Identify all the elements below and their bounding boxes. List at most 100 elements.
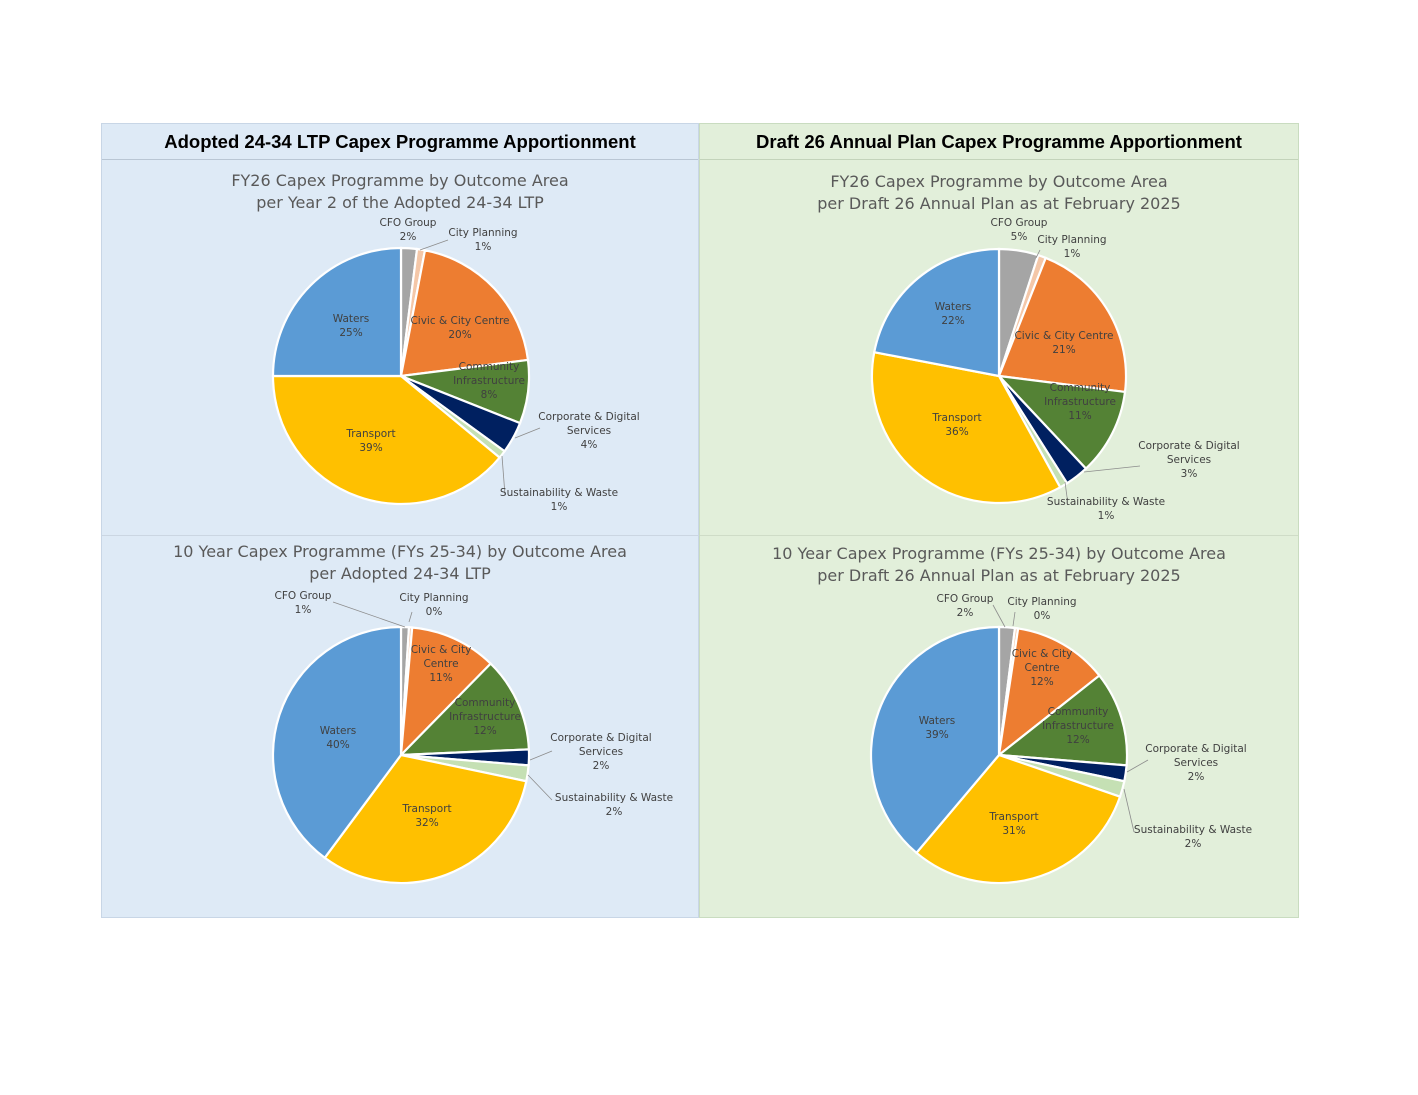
slice-name: City Planning [448,227,517,239]
slice-percent: 25% [339,327,362,339]
slice-percent: 1% [295,604,312,616]
slice-percent: 1% [551,501,568,513]
leader-line [1012,611,1016,627]
slice-name: City Planning [1007,596,1076,608]
pie-slice-waters [872,247,1001,378]
leader-line [527,774,553,801]
slice-percent: 39% [359,442,382,454]
pie-slice-civic-and-city-centre [997,256,1128,394]
slice-label-community-infrastructure: Community Infrastructure 12% [1042,706,1114,746]
leader-line [1126,759,1149,773]
pie-slice-waters [271,246,403,378]
slice-name: City Planning [1037,234,1106,246]
slice-name: City Planning [399,592,468,604]
slice-name: Sustainability & Waste [1134,824,1252,836]
slice-label-corporate-and-digital-services: Corporate & Digital Services 2% [1145,743,1246,783]
chart-title-line-1: 10 Year Capex Programme (FYs 25-34) by O… [173,542,627,561]
pie-slice-community-infrastructure [398,662,531,757]
slice-percent: 2% [1185,838,1202,850]
chart-title-line-1: FY26 Capex Programme by Outcome Area [830,172,1168,191]
slice-percent: 1% [1098,510,1115,522]
slice-label-community-infrastructure: Community Infrastructure 12% [449,697,521,737]
slice-label-waters: Waters 25% [333,313,370,339]
adopted-ltp-header: Adopted 24-34 LTP Capex Programme Apport… [102,124,698,160]
slice-label-transport: Transport 32% [401,803,451,829]
row-divider [700,535,1298,536]
slice-name: Civic & City [411,644,472,656]
slice-name: Services [579,746,623,758]
slice-percent: 21% [1052,344,1075,356]
slice-percent: 22% [941,315,964,327]
slice-percent: 32% [415,817,438,829]
chart-10yr-adopted: 10 Year Capex Programme (FYs 25-34) by O… [102,541,698,585]
slice-name: Sustainability & Waste [1047,496,1165,508]
slice-label-city-planning: City Planning 0% [1007,596,1076,622]
slice-label-sustainability-and-waste: Sustainability & Waste 1% [1047,496,1165,522]
slice-name: Infrastructure [1042,720,1114,732]
slice-percent: 5% [1011,231,1028,243]
slice-percent: 0% [1034,610,1051,622]
slice-name: Transport [345,428,395,440]
slice-percent: 12% [1030,676,1053,688]
pie-chart-4: CFO Group 2% City Planning 0% Civic & City Ce… [869,593,1252,885]
slice-name: Corporate & Digital [1138,440,1239,452]
leader-line [332,601,406,628]
slice-name: Civic & City [1012,648,1073,660]
slice-percent: 2% [400,231,417,243]
slice-name: Community [1050,382,1111,394]
slice-percent: 2% [957,607,974,619]
slice-name: Waters [320,725,357,737]
slice-name: Civic & City Centre [1014,330,1113,342]
slice-percent: 0% [426,606,443,618]
slice-name: Sustainability & Waste [555,792,673,804]
slice-label-transport: Transport 31% [988,811,1038,837]
slice-label-transport: Transport 36% [931,412,981,438]
chart-title-line-2: per Year 2 of the Adopted 24-34 LTP [256,193,544,212]
slice-label-corporate-and-digital-services: Corporate & Digital Services 3% [1138,440,1239,480]
pie-chart-2: CFO Group 5% City Planning 1% Civic & City C… [870,217,1240,522]
slice-name: Community [455,697,516,709]
pie-slice-civic-and-city-centre [399,626,493,758]
slice-percent: 4% [581,439,598,451]
slice-name: Sustainability & Waste [500,487,618,499]
slice-name: Infrastructure [453,375,525,387]
slice-label-civic-and-city-centre: Civic & City Centre 20% [410,315,509,341]
slice-name: Transport [931,412,981,424]
slice-name: Civic & City Centre [410,315,509,327]
slice-name: Infrastructure [449,711,521,723]
slice-label-corporate-and-digital-services: Corporate & Digital Services 2% [550,732,651,772]
slice-name: Community [459,361,520,373]
pie-slice-community-infrastructure [996,374,1127,471]
leader-line [419,239,449,251]
leader-line [514,427,541,439]
leader-line [1064,481,1068,498]
slice-label-community-infrastructure: Community Infrastructure 11% [1044,382,1116,422]
slice-name: Waters [919,715,956,727]
slice-label-cfo-group: CFO Group 1% [275,590,332,616]
slice-percent: 2% [1188,771,1205,783]
pie-slice-community-infrastructure [996,674,1129,767]
slice-percent: 40% [326,739,349,751]
leader-line [1035,249,1041,259]
slice-label-waters: Waters 39% [919,715,956,741]
draft-annual-plan-header: Draft 26 Annual Plan Capex Programme App… [700,124,1298,160]
pie-slice-transport [323,753,528,885]
slice-percent: 12% [1066,734,1089,746]
slice-percent: 2% [606,806,623,818]
chart-title: 10 Year Capex Programme (FYs 25-34) by O… [102,541,698,585]
chart-title-line-2: per Draft 26 Annual Plan as at February … [817,566,1181,585]
leader-line [501,455,506,496]
pie-chart-3: CFO Group 1% City Planning 0% Civic & City Ce… [271,590,673,885]
chart-title-line-1: FY26 Capex Programme by Outcome Area [231,171,569,190]
slice-name: Services [1167,454,1211,466]
chart-title: FY26 Capex Programme by Outcome Area per… [700,171,1298,215]
slice-percent: 20% [448,329,471,341]
slice-name: Centre [423,658,458,670]
chart-title: FY26 Capex Programme by Outcome Area per… [102,170,698,214]
pie-slice-transport [870,350,1062,505]
chart-title-line-2: per Adopted 24-34 LTP [309,564,491,583]
slice-label-sustainability-and-waste: Sustainability & Waste 2% [555,792,673,818]
slice-name: Corporate & Digital [1145,743,1246,755]
pie-slice-transport [271,374,502,506]
